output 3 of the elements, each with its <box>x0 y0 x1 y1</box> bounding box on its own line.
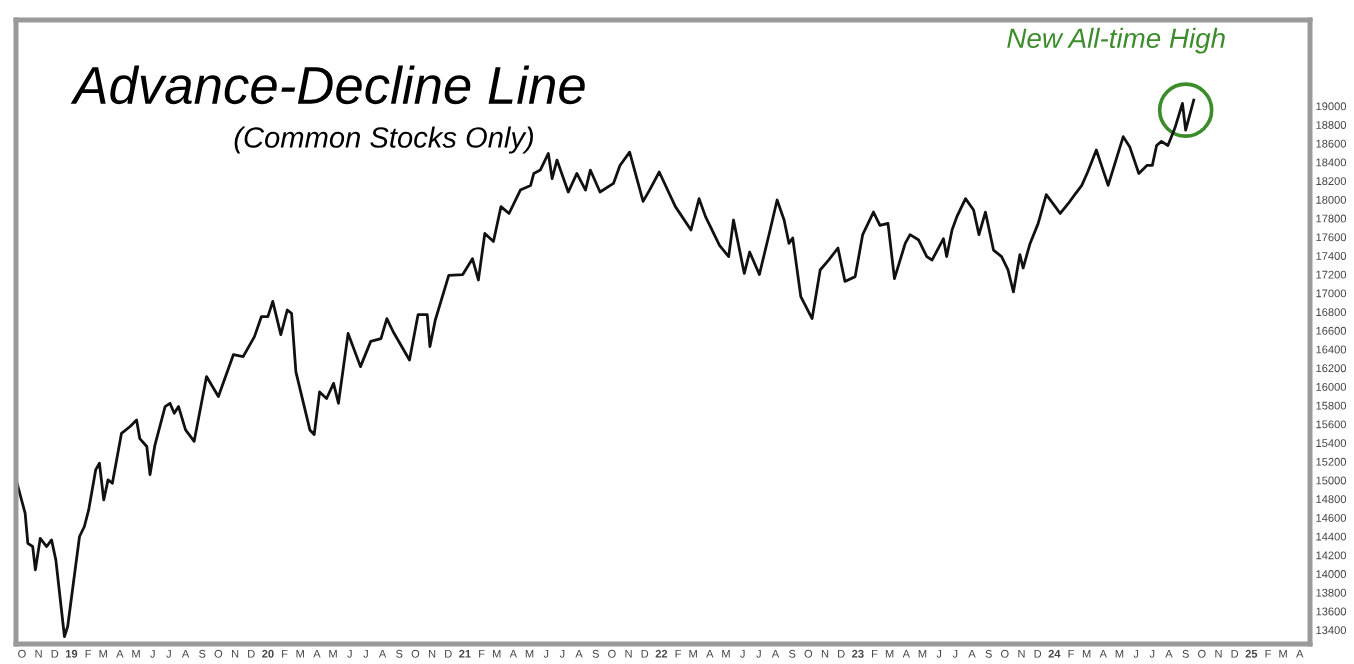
text: Advance-Decline Line <box>70 65 585 105</box>
annotation: New All-time High <box>1007 27 1225 54</box>
text: (Common Stocks Only) <box>234 126 533 154</box>
